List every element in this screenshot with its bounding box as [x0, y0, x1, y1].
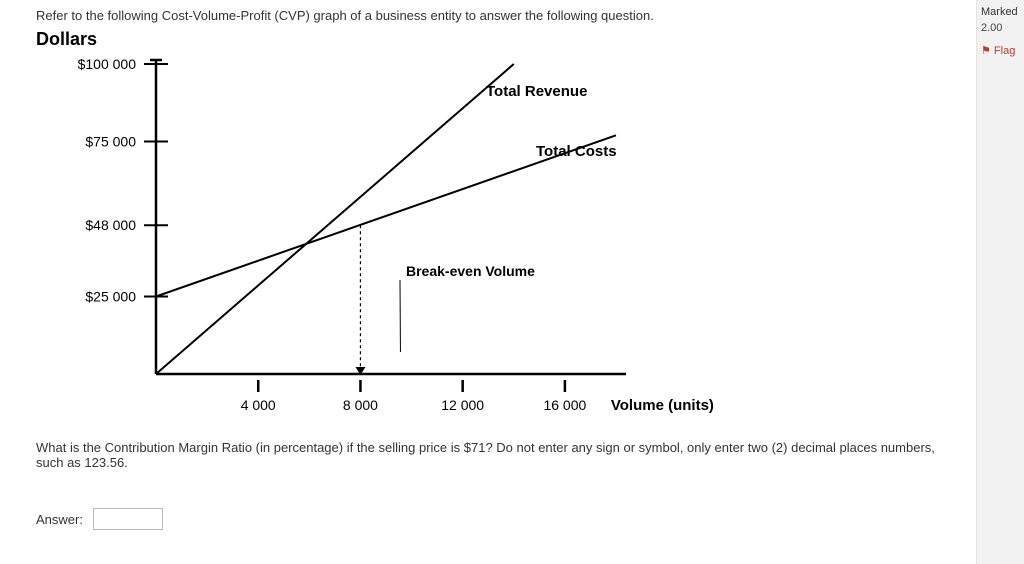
y-axis-title: Dollars — [36, 29, 960, 50]
marked-label: Marked — [981, 6, 1020, 18]
score-value: 2.00 — [981, 22, 1020, 34]
x-tick-label: 8 000 — [343, 397, 378, 413]
intro-text: Refer to the following Cost-Volume-Profi… — [36, 8, 960, 23]
answer-row: Answer: — [36, 508, 960, 530]
y-tick-label: $25 000 — [85, 289, 136, 305]
y-tick-label: $75 000 — [85, 134, 136, 150]
x-tick-label: 4 000 — [241, 397, 276, 413]
x-tick-label: 16 000 — [543, 397, 586, 413]
y-tick-label: $100 000 — [78, 56, 137, 72]
x-tick-label: 12 000 — [441, 397, 484, 413]
question-text: What is the Contribution Margin Ratio (i… — [36, 440, 960, 470]
breakeven-label: Break-even Volume — [406, 263, 535, 279]
total-revenue-label: Total Revenue — [486, 83, 587, 100]
total-revenue-line — [156, 64, 514, 374]
y-tick-label: $48 000 — [85, 217, 136, 233]
flag-button[interactable]: ⚑ Flag — [981, 44, 1020, 57]
answer-input[interactable] — [93, 508, 163, 530]
cvp-chart: $25 000 $48 000 $75 000 $100 000 4 000 8 000 1… — [56, 54, 776, 434]
cvp-chart-svg: $25 000 $48 000 $75 000 $100 000 4 000 8 000 1… — [56, 54, 776, 434]
answer-label: Answer: — [36, 512, 83, 527]
total-costs-label: Total Costs — [536, 143, 617, 160]
question-sidebar: Marked 2.00 ⚑ Flag — [976, 0, 1024, 564]
x-axis-title: Volume (units) — [611, 397, 714, 414]
